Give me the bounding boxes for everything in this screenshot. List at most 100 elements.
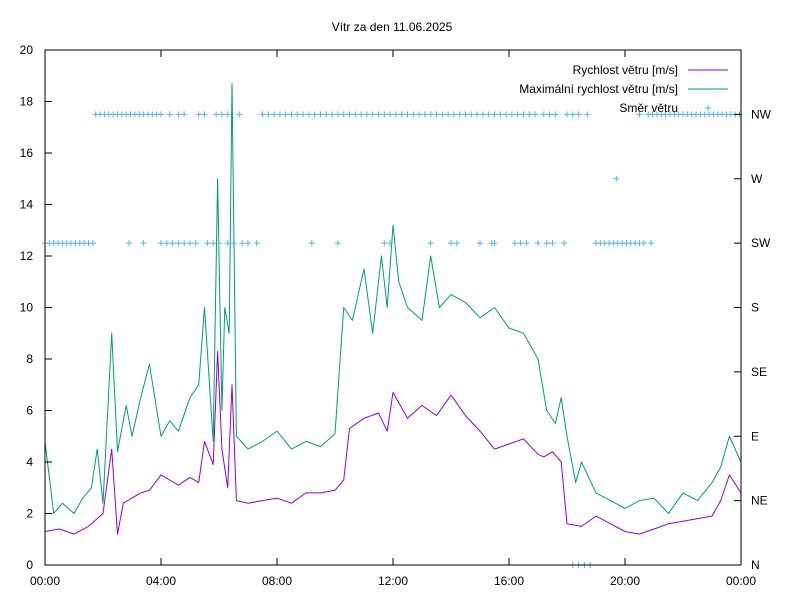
direction-marker [532, 111, 539, 118]
direction-marker [245, 240, 251, 247]
direction-marker [259, 111, 266, 118]
direction-marker [503, 111, 510, 118]
direction-marker [369, 111, 376, 118]
x-tick-label: 08:00 [262, 574, 292, 588]
direction-marker [317, 111, 324, 118]
direction-marker [329, 111, 336, 118]
series-layer [44, 83, 742, 535]
x-tick-label: 20:00 [610, 574, 640, 588]
direction-marker [511, 240, 518, 247]
direction-marker [294, 111, 301, 118]
x-tick-label: 00:00 [30, 574, 60, 588]
direction-marker [195, 111, 202, 118]
y2-tick-label: W [751, 172, 763, 186]
y-tick-label: 6 [26, 404, 33, 418]
direction-marker [352, 111, 359, 118]
direction-marker [491, 111, 498, 118]
direction-marker [334, 111, 341, 118]
y-axis: 0 2 4 6 8 10 12 14 16 18 20 [20, 43, 52, 572]
direction-marker [158, 111, 164, 118]
direction-marker [346, 111, 353, 118]
plot-frame [44, 49, 742, 566]
direction-marker [265, 111, 272, 118]
direction-marker [334, 240, 341, 247]
legend-label: Maximální rychlost větru [m/s] [519, 82, 678, 96]
y2-tick-label: N [751, 558, 760, 572]
direction-marker [477, 240, 483, 247]
y-tick-label: 14 [20, 198, 34, 212]
direction-marker [474, 111, 481, 118]
y-tick-label: 0 [26, 558, 33, 572]
direction-marker [236, 111, 243, 118]
direction-marker [543, 240, 550, 247]
direction-marker [340, 111, 347, 118]
direction-marker [462, 111, 469, 118]
direction-marker [158, 240, 164, 247]
y-tick-label: 20 [20, 43, 34, 57]
direction-marker [526, 111, 533, 118]
direction-marker [520, 111, 527, 118]
direction-marker [569, 111, 576, 118]
direction-marker [546, 111, 553, 118]
direction-marker [213, 111, 220, 118]
direction-marker [561, 240, 568, 247]
direction-marker [387, 111, 394, 118]
direction-marker [416, 111, 423, 118]
direction-marker [491, 240, 498, 247]
y-tick-label: 10 [20, 301, 34, 315]
direction-marker [300, 111, 307, 118]
x-tick-label: 16:00 [494, 574, 524, 588]
direction-marker [126, 240, 133, 247]
direction-marker [323, 111, 330, 118]
legend-swatch-plus [705, 105, 711, 111]
direction-marker [210, 240, 217, 247]
direction-marker [479, 111, 486, 118]
direction-marker [439, 111, 446, 118]
direction-marker [381, 111, 388, 118]
y-tick-label: 2 [26, 507, 33, 521]
direction-marker [282, 111, 289, 118]
direction-marker [427, 111, 434, 118]
direction-marker [175, 111, 182, 118]
direction-marker [433, 111, 440, 118]
direction-marker [448, 240, 454, 247]
direction-marker [363, 111, 370, 118]
direction-marker [381, 240, 388, 247]
direction-marker [445, 111, 452, 118]
legend-label: Rychlost větru [m/s] [573, 63, 678, 77]
direction-marker [358, 111, 365, 118]
direction-marker [311, 111, 318, 118]
direction-marker [450, 111, 457, 118]
y-tick-label: 8 [26, 352, 33, 366]
direction-marker [648, 240, 655, 247]
direction-marker [216, 240, 222, 247]
y2-tick-label: NW [751, 107, 772, 121]
y2-axis-direction: N NE E SE S SW W NW [734, 107, 772, 572]
direction-marker [410, 111, 417, 118]
direction-marker [552, 111, 559, 118]
direction-marker [421, 111, 428, 118]
direction-marker [640, 240, 647, 247]
x-axis: 00:00 04:00 08:00 12:00 16:00 20:00 00:00 [30, 50, 756, 588]
legend-label: Směr větru [619, 101, 678, 115]
direction-marker [398, 111, 405, 118]
direction-marker [523, 240, 530, 247]
direction-marker [549, 240, 556, 247]
direction-marker [564, 111, 570, 118]
direction-marker [271, 111, 278, 118]
y-tick-label: 12 [20, 249, 34, 263]
wind-speed-line [44, 350, 742, 535]
direction-marker [456, 111, 463, 118]
direction-marker [453, 240, 460, 247]
x-tick-label: 00:00 [726, 574, 756, 588]
direction-marker [375, 111, 382, 118]
direction-marker [485, 111, 492, 118]
direction-marker [175, 240, 182, 247]
chart-title: Vítr za den 11.06.2025 [332, 20, 453, 34]
direction-marker [517, 240, 524, 247]
direction-marker [392, 111, 399, 118]
x-tick-label: 04:00 [146, 574, 176, 588]
direction-marker [613, 175, 620, 182]
direction-marker [584, 111, 591, 118]
